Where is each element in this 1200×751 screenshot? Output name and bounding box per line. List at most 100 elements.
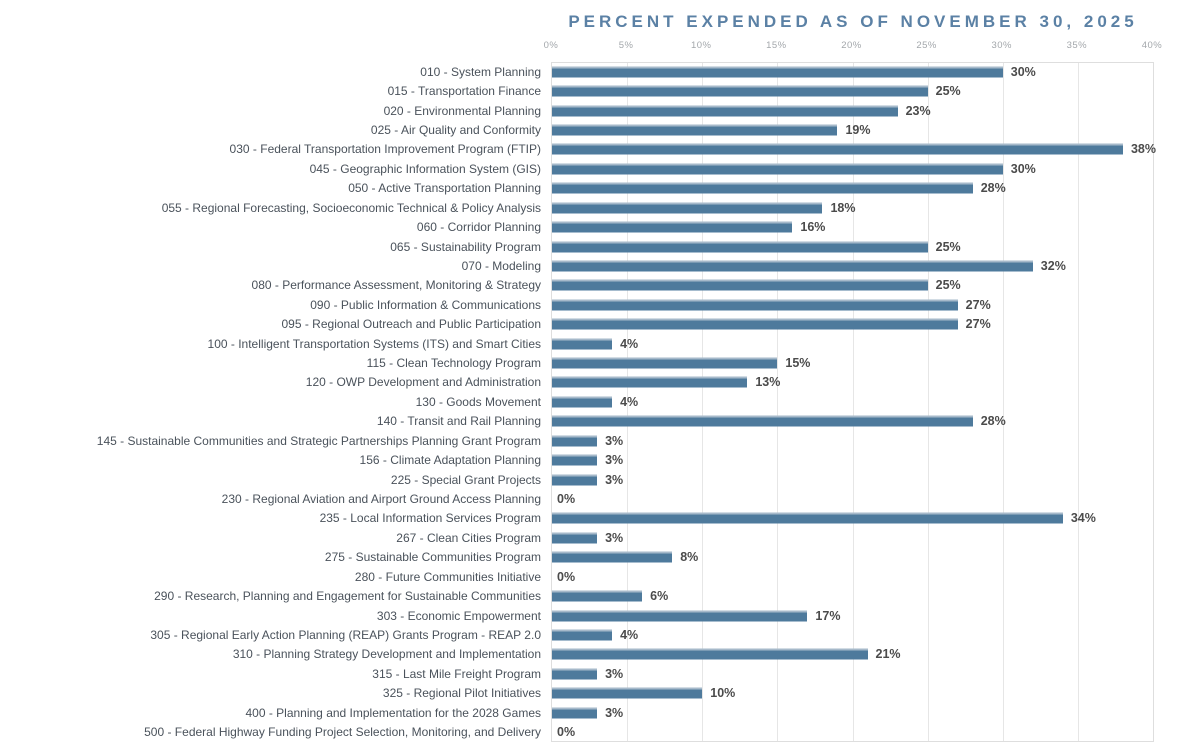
bar-zone: 27% [551,314,1200,333]
bar-zone: 10% [551,684,1200,703]
category-label: 280 - Future Communities Initiative [354,569,541,584]
bar-zone: 30% [551,159,1200,178]
value-label: 15% [785,355,811,370]
bar [552,241,928,252]
bar-zone: 3% [551,470,1200,489]
chart-row: 400 - Planning and Implementation for th… [0,703,1200,722]
chart-row: 325 - Regional Pilot Initiatives 10% [0,684,1200,703]
category-label: 090 - Public Information & Communication… [310,297,541,312]
chart-row: 115 - Clean Technology Program 15% [0,353,1200,372]
category-label: 100 - Intelligent Transportation Systems… [207,336,541,351]
chart-row: 235 - Local Information Services Program… [0,509,1200,528]
value-label: 25% [935,83,961,98]
plot-area [551,62,1154,742]
value-label: 3% [605,705,624,720]
bar-zone: 27% [551,295,1200,314]
value-label: 0% [557,569,576,584]
value-label: 4% [620,336,639,351]
bar [552,202,823,214]
value-label: 3% [605,472,624,487]
bar-zone: 0% [551,722,1200,741]
gridline [627,63,629,741]
gridline [927,63,929,741]
chart-row: 225 - Special Grant Projects 3% [0,470,1200,489]
bar-zone: 15% [551,353,1200,372]
bar [552,260,1033,272]
bar-zone: 21% [551,645,1200,664]
value-label: 25% [935,239,961,254]
chart-row: 030 - Federal Transportation Improvement… [0,140,1200,159]
category-label: 500 - Federal Highway Funding Project Se… [144,725,541,740]
axis-tick-label: 10% [690,40,712,51]
value-label: 4% [620,627,639,642]
bar-zone: 38% [551,140,1200,159]
chart-row: 010 - System Planning 30% [0,62,1200,81]
chart-title: PERCENT EXPENDED AS OF NOVEMBER 30, 2025 [568,12,1138,31]
value-label: 4% [620,394,639,409]
axis-tick-label: 30% [991,40,1013,51]
chart-row: 070 - Modeling 32% [0,256,1200,275]
bar-zone: 3% [551,431,1200,450]
bar [552,182,973,194]
bar-zone: 34% [551,509,1200,528]
bar [552,590,643,602]
gridline [1002,63,1004,741]
bar [552,85,928,97]
gridline [702,63,704,741]
category-label: 303 - Economic Empowerment [376,608,541,623]
value-label: 28% [980,414,1006,429]
axis-tick-label: 5% [618,40,634,51]
bar [552,66,1003,78]
category-label: 130 - Goods Movement [415,394,541,409]
bar-zone: 28% [551,412,1200,431]
category-label: 120 - OWP Development and Administration [305,375,541,390]
bar [552,551,673,563]
bar [552,279,928,291]
bar [552,396,613,408]
chart-row: 120 - OWP Development and Administration… [0,373,1200,392]
chart-row: 095 - Regional Outreach and Public Parti… [0,314,1200,333]
category-label: 275 - Sustainable Communities Program [324,550,541,565]
chart-row: 100 - Intelligent Transportation Systems… [0,334,1200,353]
x-axis: 0% 5% 10% 15% 20% 25% 30% 35% 40% [544,40,1162,52]
category-label: 080 - Performance Assessment, Monitoring… [251,278,541,293]
bar [552,707,598,719]
value-label: 30% [1010,64,1036,79]
value-label: 30% [1010,161,1036,176]
value-label: 21% [875,647,901,662]
bar [552,415,973,427]
bar-zone: 16% [551,217,1200,236]
chart-row: 050 - Active Transportation Planning 28% [0,179,1200,198]
category-label: 305 - Regional Early Action Planning (RE… [150,627,541,642]
bar-zone: 4% [551,625,1200,644]
bar-zone: 0% [551,567,1200,586]
value-label: 3% [605,666,624,681]
chart-row: 020 - Environmental Planning 23% [0,101,1200,120]
category-label: 400 - Planning and Implementation for th… [245,705,541,720]
category-label: 235 - Local Information Services Program [319,511,541,526]
category-label: 225 - Special Grant Projects [390,472,541,487]
bar-zone: 30% [551,62,1200,81]
chart-row: 015 - Transportation Finance 25% [0,81,1200,100]
category-label: 030 - Federal Transportation Improvement… [229,142,541,157]
value-label: 17% [815,608,841,623]
chart-row: 130 - Goods Movement 4% [0,392,1200,411]
chart-row: 065 - Sustainability Program 25% [0,237,1200,256]
chart-row: 290 - Research, Planning and Engagement … [0,586,1200,605]
category-label: 145 - Sustainable Communities and Strate… [96,433,541,448]
bar [552,163,1003,175]
category-label: 045 - Geographic Information System (GIS… [309,161,541,176]
chart-row: 315 - Last Mile Freight Program 3% [0,664,1200,683]
value-label: 3% [605,530,624,545]
chart-row: 230 - Regional Aviation and Airport Grou… [0,489,1200,508]
chart-row: 090 - Public Information & Communication… [0,295,1200,314]
chart-row: 055 - Regional Forecasting, Socioeconomi… [0,198,1200,217]
bar [552,318,958,330]
bar [552,105,898,117]
chart-row: 145 - Sustainable Communities and Strate… [0,431,1200,450]
axis-tick-label: 20% [841,40,862,51]
axis-tick-label: 25% [916,40,937,51]
bar [552,124,838,136]
category-label: 055 - Regional Forecasting, Socioeconomi… [161,200,541,215]
